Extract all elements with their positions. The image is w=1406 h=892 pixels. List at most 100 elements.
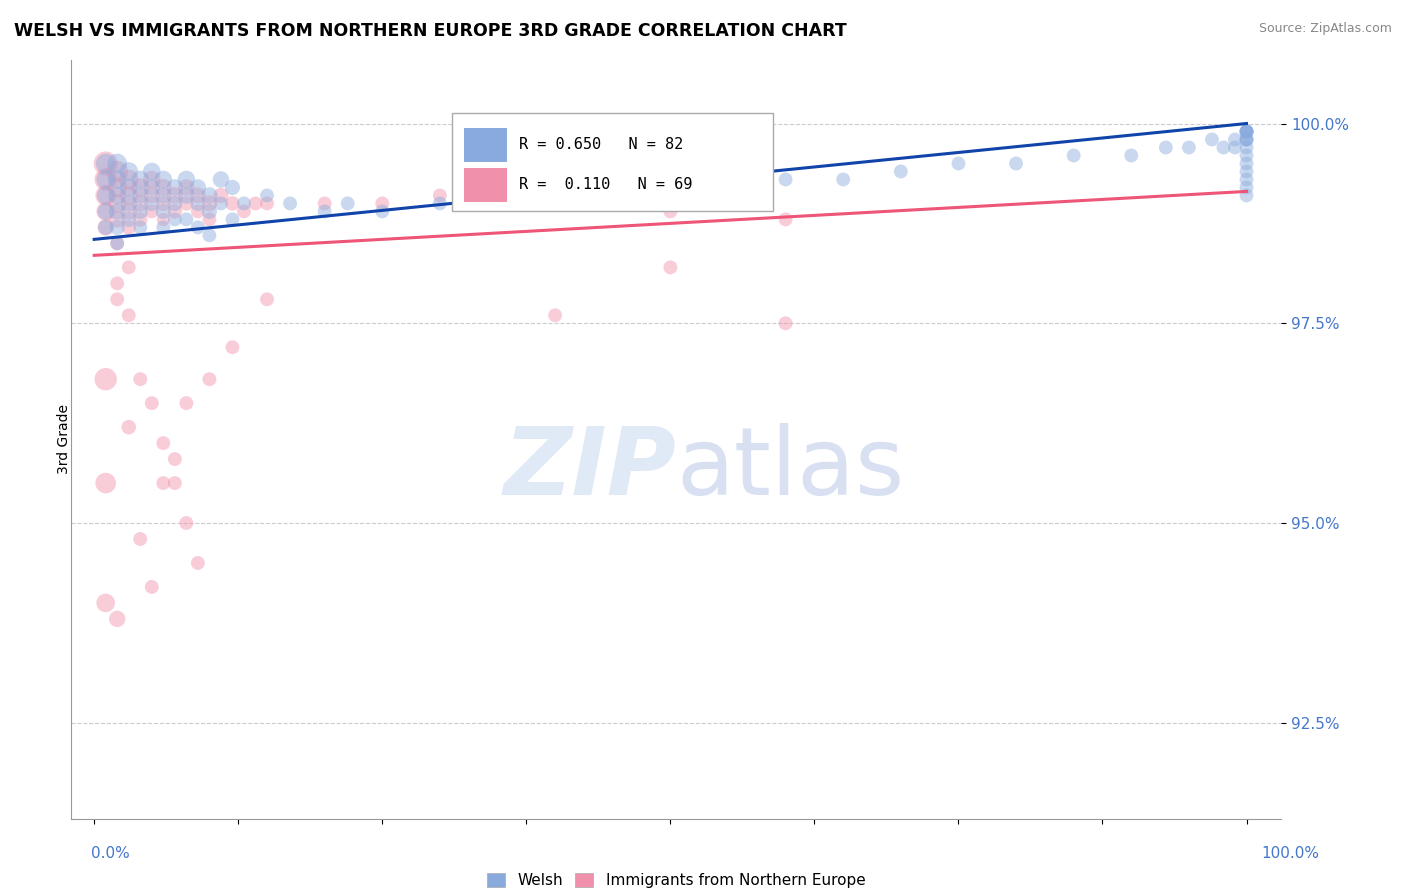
Point [105,277,128,291]
Point [1236,124,1258,138]
Point [176,180,198,194]
Point [118,260,141,275]
Point [163,204,186,219]
Text: WELSH VS IMMIGRANTS FROM NORTHERN EUROPE 3RD GRADE CORRELATION CHART: WELSH VS IMMIGRANTS FROM NORTHERN EUROPE… [14,22,846,40]
Point [198,196,221,211]
Point [278,196,301,211]
Point [775,212,797,227]
Point [1236,132,1258,146]
Point [1236,164,1258,178]
Point [1236,180,1258,194]
Point [1212,140,1234,154]
Point [163,180,186,194]
Text: R = 0.650   N = 82: R = 0.650 N = 82 [519,137,683,153]
Point [94,220,117,235]
Point [152,196,174,211]
Point [94,172,117,186]
Point [659,204,682,219]
Point [198,204,221,219]
Point [659,260,682,275]
Point [105,188,128,202]
Point [141,164,163,178]
Point [198,372,221,386]
Point [544,308,567,322]
Point [152,212,174,227]
Point [94,220,117,235]
FancyBboxPatch shape [453,112,773,211]
Point [198,212,221,227]
Point [118,220,141,235]
Point [187,188,209,202]
Text: ZIP: ZIP [503,424,676,516]
Text: 100.0%: 100.0% [1261,846,1319,861]
Point [94,476,117,491]
Point [94,204,117,219]
Point [176,188,198,202]
Text: R =  0.110   N = 69: R = 0.110 N = 69 [519,178,692,193]
Point [94,188,117,202]
Text: Source: ZipAtlas.com: Source: ZipAtlas.com [1258,22,1392,36]
Point [118,420,141,434]
Point [832,172,855,186]
Point [152,476,174,491]
Point [105,196,128,211]
Legend: Welsh, Immigrants from Northern Europe: Welsh, Immigrants from Northern Europe [481,867,872,892]
Point [256,196,278,211]
Point [105,172,128,186]
Point [94,596,117,610]
Point [544,196,567,211]
Point [1236,124,1258,138]
Point [209,196,232,211]
Point [209,188,232,202]
Point [187,196,209,211]
Point [176,196,198,211]
Y-axis label: 3rd Grade: 3rd Grade [58,404,72,475]
Point [163,212,186,227]
Point [141,172,163,186]
Point [429,196,451,211]
Point [221,340,243,354]
Point [94,372,117,386]
Point [187,220,209,235]
Point [129,220,152,235]
Point [118,172,141,186]
Point [105,236,128,251]
Point [105,236,128,251]
Point [314,196,336,211]
Point [775,316,797,330]
Point [152,220,174,235]
Point [118,180,141,194]
Point [602,196,624,211]
Point [163,188,186,202]
Point [129,532,152,546]
Point [544,188,567,202]
Point [221,212,243,227]
Point [775,172,797,186]
Point [256,293,278,307]
Point [187,556,209,570]
Point [1236,172,1258,186]
Point [163,452,186,467]
Point [1236,124,1258,138]
Point [176,212,198,227]
Point [163,196,186,211]
Point [221,196,243,211]
Point [1236,124,1258,138]
Point [152,188,174,202]
Point [659,180,682,194]
Point [118,212,141,227]
Point [118,196,141,211]
Point [187,180,209,194]
Point [176,172,198,186]
Point [129,180,152,194]
Point [118,164,141,178]
Point [118,188,141,202]
Point [141,396,163,410]
Point [314,204,336,219]
Point [141,188,163,202]
Point [233,204,256,219]
Point [141,180,163,194]
Point [1223,132,1246,146]
Point [105,156,128,170]
Point [187,204,209,219]
